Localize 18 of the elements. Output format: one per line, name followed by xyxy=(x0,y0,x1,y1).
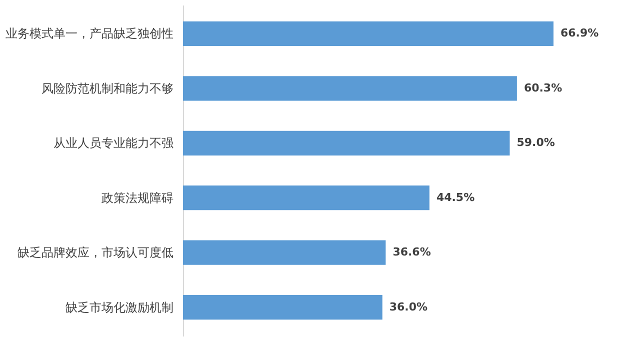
y-tick-label: 缺乏市场化激励机制 xyxy=(66,300,174,314)
data-label: 66.9% xyxy=(560,26,599,40)
y-tick-label: 业务模式单一，产品缺乏独创性 xyxy=(6,26,174,41)
bar xyxy=(183,294,382,320)
y-tick-label: 从业人员专业能力不强 xyxy=(54,136,174,150)
data-label: 60.3% xyxy=(524,81,562,94)
bar xyxy=(183,130,510,156)
data-label: 36.6% xyxy=(392,246,431,259)
bar xyxy=(183,76,517,101)
bar xyxy=(183,186,430,210)
bar xyxy=(183,240,386,265)
data-label: 59.0% xyxy=(516,136,555,150)
data-label: 36.0% xyxy=(389,300,428,314)
y-tick-label: 风险防范机制和能力不够 xyxy=(42,81,174,96)
y-tick-label: 缺乏品牌效应，市场认可度低 xyxy=(18,246,174,260)
data-label: 44.5% xyxy=(436,190,475,204)
bar xyxy=(183,21,554,46)
y-tick-label: 政策法规障碍 xyxy=(102,190,174,205)
